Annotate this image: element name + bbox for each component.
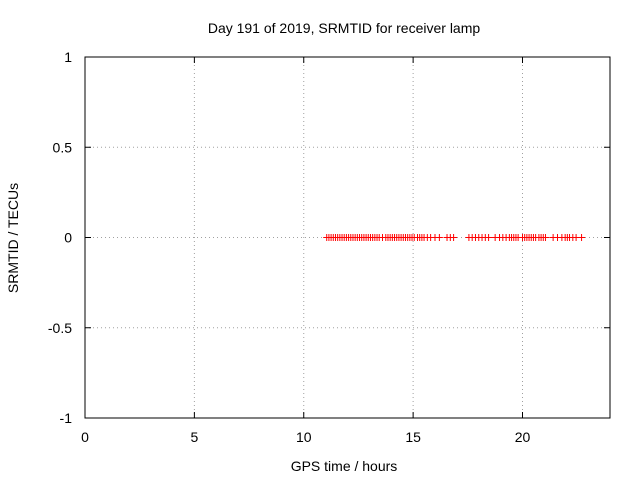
ticks: 0 5 10 15 20 -1 -0.5 0 0.5 1 [48, 49, 610, 445]
data-point [578, 234, 586, 241]
data-point [450, 234, 458, 241]
data-point [435, 234, 443, 241]
x-tick-label: 5 [190, 429, 198, 445]
x-tick-label: 0 [81, 429, 89, 445]
x-tick-label: 10 [296, 429, 312, 445]
x-axis-label: GPS time / hours [291, 458, 398, 474]
y-tick-label: 0.5 [53, 139, 73, 155]
data-point [485, 234, 493, 241]
y-tick-label: -0.5 [48, 320, 72, 336]
y-axis-label: SRMTID / TECUs [5, 183, 21, 293]
chart-title: Day 191 of 2019, SRMTID for receiver lam… [208, 20, 481, 36]
y-tick-label: 0 [64, 230, 72, 246]
data-point [541, 234, 549, 241]
x-tick-label: 20 [515, 429, 531, 445]
x-tick-label: 15 [405, 429, 421, 445]
y-tick-label: 1 [64, 49, 72, 65]
data-points [323, 234, 586, 241]
y-tick-label: -1 [60, 410, 73, 426]
